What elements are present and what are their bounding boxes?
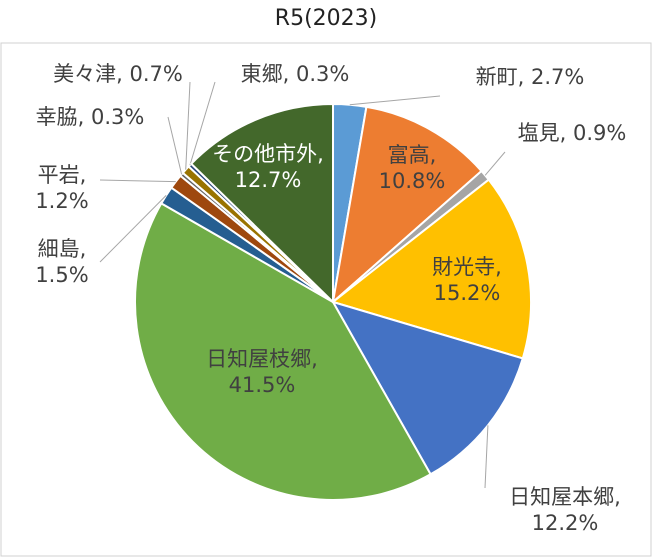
leader-line: [167, 116, 183, 175]
frame: [0, 42, 652, 557]
leader-line: [484, 151, 506, 176]
data-label: 財光寺, 15.2%: [432, 254, 502, 305]
data-label: 美々津, 0.7%: [53, 61, 183, 86]
data-label: 平岩, 1.2%: [35, 162, 89, 213]
data-label: 細島, 1.5%: [35, 236, 89, 287]
data-label: その他市外, 12.7%: [212, 141, 324, 192]
data-label: 日知屋枝郷, 41.5%: [206, 346, 318, 397]
data-label: 塩見, 0.9%: [517, 120, 627, 145]
leader-line: [349, 95, 441, 106]
data-label: 日知屋本郷, 12.2%: [509, 484, 621, 535]
leader-line: [99, 179, 176, 183]
data-label: 東郷, 0.3%: [240, 61, 350, 86]
leader-line: [185, 81, 191, 170]
chart-title: R5(2023): [274, 6, 378, 31]
pie-slice: [189, 102, 334, 305]
pie-slice: [134, 201, 432, 501]
leader-line: [484, 425, 489, 489]
data-label: 新町, 2.7%: [475, 64, 585, 89]
pie-slice: [330, 300, 525, 476]
leader-line: [99, 195, 167, 263]
leader-line: [189, 81, 216, 166]
data-label: 富高, 10.8%: [378, 142, 446, 193]
pie-slice: [330, 178, 532, 360]
pie-slice: [331, 105, 483, 305]
data-label: 幸脇, 0.3%: [35, 104, 145, 129]
